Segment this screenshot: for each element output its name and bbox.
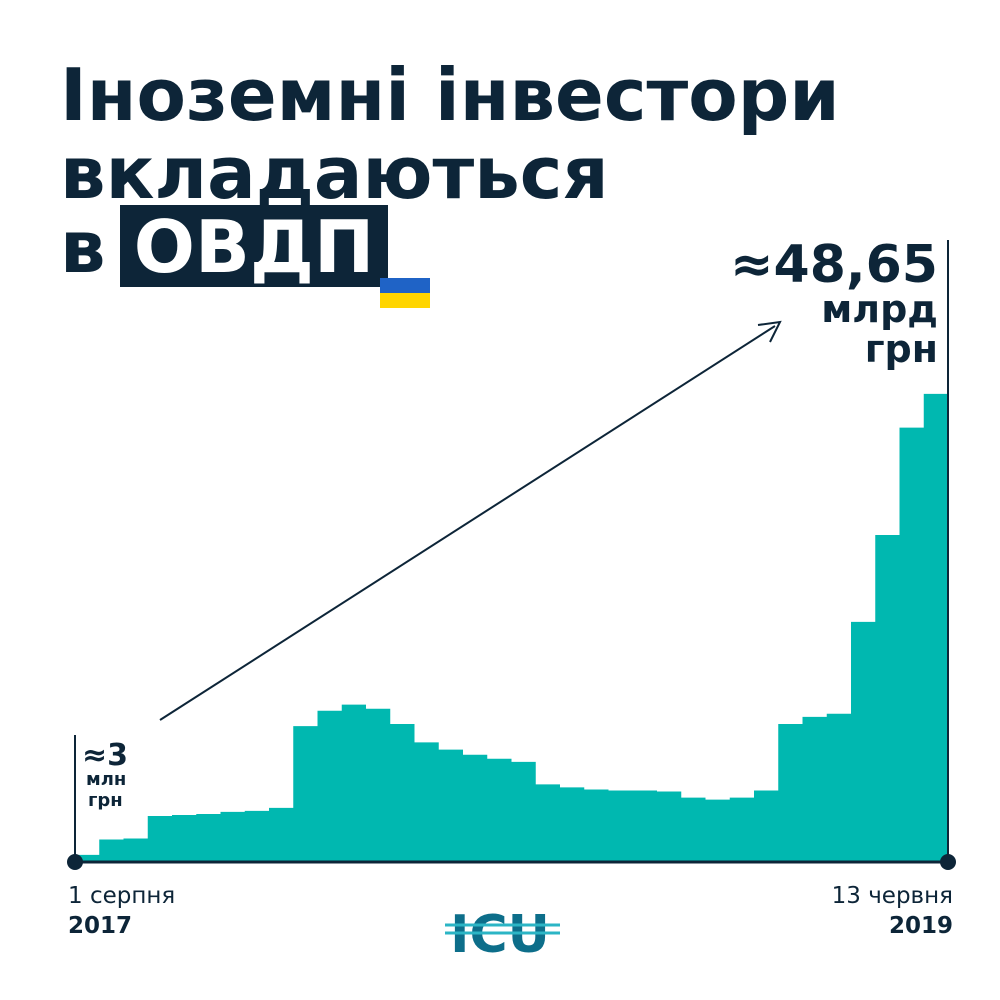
title-highlight: ОВДП xyxy=(134,205,374,289)
flag-blue xyxy=(380,278,430,293)
start-unit: млн xyxy=(86,769,126,790)
arrow-head xyxy=(757,320,782,343)
plot xyxy=(75,364,948,862)
end-dot xyxy=(940,854,956,870)
logo: ICU xyxy=(450,905,550,965)
end-year: 2019 xyxy=(889,913,953,939)
end-date: 13 червня xyxy=(832,883,953,909)
area xyxy=(75,364,948,862)
start-unit: грн xyxy=(88,790,123,811)
title-line: в xyxy=(60,205,106,289)
end-unit: млрд xyxy=(821,287,938,331)
start-year: 2017 xyxy=(68,913,132,939)
end-value: ≈48,65 xyxy=(730,235,938,295)
title-line: вкладаються xyxy=(60,131,609,215)
highlight-box xyxy=(120,205,388,287)
flag-yellow xyxy=(380,293,430,308)
end-unit: грн xyxy=(865,327,938,371)
start-value: ≈3 xyxy=(82,738,128,773)
arrow xyxy=(159,325,776,721)
start-date: 1 серпня xyxy=(68,883,175,909)
title-line: Іноземні інвестори xyxy=(60,53,840,137)
start-dot xyxy=(67,854,83,870)
